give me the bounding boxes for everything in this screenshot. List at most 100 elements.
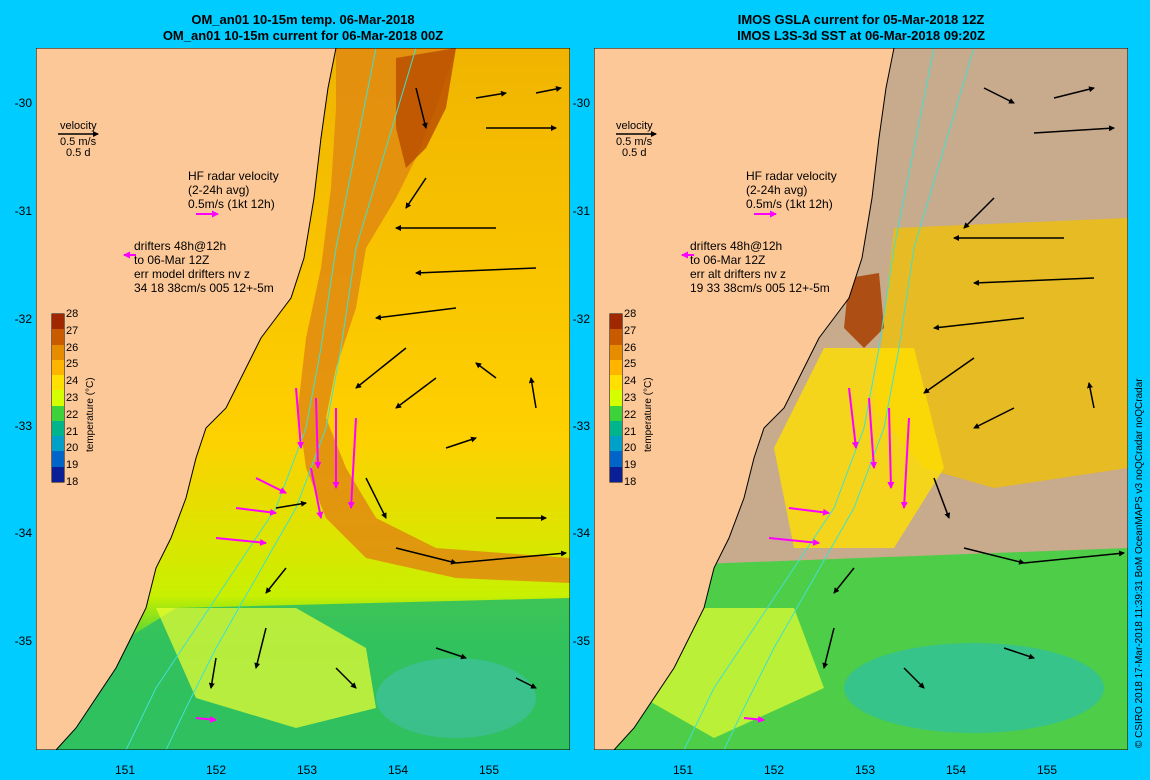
colorbar-swatch	[52, 329, 64, 346]
left-velocity-label: velocity	[60, 120, 97, 132]
colorbar-swatch	[610, 359, 622, 376]
right-hf-scale: 0.5m/s (1kt 12h)	[746, 197, 833, 211]
right-velocity-scale: 0.5 m/s	[616, 136, 653, 148]
colorbar-swatch	[610, 344, 622, 361]
left-velocity-time: 0.5 d	[66, 147, 91, 159]
warm-current-band	[298, 48, 570, 583]
colorbar-tick-label: 25	[624, 358, 637, 371]
lat-tick-label: -34	[14, 526, 32, 540]
sst-yellow-zone	[774, 348, 944, 548]
left-drifters-line4: 34 18 38cm/s 005 12+-5m	[134, 281, 274, 295]
colorbar-swatch	[52, 314, 64, 330]
lon-tick-label: 155	[478, 763, 500, 777]
left-drifters-line3: err model drifters nv z	[134, 267, 251, 281]
colorbar-tick-label: 21	[624, 425, 637, 438]
colorbar-tick-label: 22	[66, 408, 79, 421]
colorbar-tick-label: 23	[66, 392, 79, 404]
colorbar-tick-label: 20	[66, 442, 79, 455]
left-velocity-scale: 0.5 m/s	[60, 136, 97, 148]
sst-yellow-south	[644, 608, 824, 738]
lat-tick-label: -31	[572, 204, 590, 218]
left-drifters-line2: to 06-Mar 12Z	[134, 253, 210, 267]
colorbar-right-swatches	[610, 314, 622, 483]
lon-tick-label: 152	[205, 763, 227, 777]
lat-tick-label: -30	[14, 96, 32, 110]
lon-tick-label: 154	[945, 763, 967, 777]
colorbar-tick-label: 23	[624, 392, 637, 404]
right-hf-label: HF radar velocity	[746, 169, 837, 183]
hf-radar-arrows	[123, 251, 357, 723]
left-panel-title: OM_an01 10-15m temp. 06-Mar-2018 OM_an01…	[36, 12, 570, 44]
colorbar-tick-label: 24	[66, 375, 79, 388]
colorbar-tick-label: 28	[624, 308, 637, 320]
land-mass	[594, 48, 895, 750]
colorbar-swatch	[610, 390, 622, 407]
right-map-panel	[594, 48, 1128, 750]
colorbar-tick-label: 27	[66, 324, 79, 337]
colorbar-swatch	[610, 314, 622, 330]
colorbar-tick-label: 26	[66, 341, 79, 354]
right-drifters-line4: 19 33 38cm/s 005 12+-5m	[690, 281, 830, 295]
isobath-line	[125, 48, 377, 750]
left-hf-scale: 0.5m/s (1kt 12h)	[188, 197, 275, 211]
left-drifters-line1: drifters 48h@12h	[134, 239, 227, 253]
lat-tick-label: -31	[14, 204, 32, 218]
colorbar-swatch	[52, 390, 64, 407]
colorbar-tick-label: 22	[624, 408, 637, 421]
lat-tick-label: -35	[572, 634, 590, 648]
lat-tick-label: -35	[14, 634, 32, 648]
colorbar-swatch	[610, 329, 622, 346]
isobath-line	[723, 48, 975, 750]
credit-line: © CSIRO 2018 17-Mar-2018 11:39:31 BoM Oc…	[1133, 48, 1147, 748]
colorbar-swatch	[52, 359, 64, 376]
colorbar-tick-label: 18	[624, 476, 637, 488]
colorbar-tick-label: 19	[66, 459, 79, 472]
cool-eddy	[376, 658, 536, 738]
colorbar-tick-label: 28	[66, 308, 79, 320]
colorbar-tick-label: 26	[624, 341, 637, 354]
lat-tick-label: -32	[14, 312, 32, 326]
colorbar-swatch	[610, 436, 622, 452]
colorbar-left-label: temperature (°C)	[85, 377, 96, 452]
lon-tick-label: 153	[854, 763, 876, 777]
colorbar-swatch	[52, 466, 64, 483]
sst-hot-core	[844, 273, 884, 348]
colorbar-swatch	[52, 344, 64, 361]
colorbar-left-swatches	[52, 314, 64, 483]
lat-tick-label: -33	[572, 419, 590, 433]
lon-tick-label: 152	[763, 763, 785, 777]
left-hf-label: HF radar velocity	[188, 169, 279, 183]
colorbar-tick-label: 19	[624, 459, 637, 472]
colorbar-right-ticks: 28 27 26 25 24 23 22 21 20 19 18	[624, 308, 644, 488]
right-hf-avg: (2-24h avg)	[746, 183, 808, 197]
lon-tick-label: 153	[296, 763, 318, 777]
lat-tick-label: -34	[572, 526, 590, 540]
lon-tick-label: 154	[387, 763, 409, 777]
colorbar-swatch	[610, 420, 622, 437]
lat-tick-label: -30	[572, 96, 590, 110]
right-drifters-line1: drifters 48h@12h	[690, 239, 783, 253]
yellow-tongue	[156, 608, 376, 728]
colorbar-tick-label: 20	[624, 442, 637, 455]
colorbar-tick-label: 25	[66, 358, 79, 371]
model-velocity-arrows	[208, 86, 567, 689]
lat-tick-label: -33	[14, 419, 32, 433]
colorbar-tick-label: 27	[624, 324, 637, 337]
right-title-line1: IMOS GSLA current for 05-Mar-2018 12Z	[737, 12, 985, 27]
colorbar-swatch	[610, 451, 622, 468]
right-velocity-time: 0.5 d	[622, 147, 647, 159]
left-map-panel	[36, 48, 570, 750]
colorbar-tick-label: 21	[66, 425, 79, 438]
colorbar-swatch	[610, 466, 622, 483]
colorbar-swatch	[52, 436, 64, 452]
lon-tick-label: 151	[114, 763, 136, 777]
colorbar-swatch	[52, 420, 64, 437]
left-hf-avg: (2-24h avg)	[188, 183, 250, 197]
right-velocity-label: velocity	[616, 120, 653, 132]
lat-tick-label: -32	[572, 312, 590, 326]
colorbar-swatch	[610, 375, 622, 391]
colorbar-tick-label: 24	[624, 375, 637, 388]
right-title-line2: IMOS L3S-3d SST at 06-Mar-2018 09:20Z	[737, 28, 985, 43]
gsla-velocity-arrows	[822, 86, 1125, 689]
colorbar-left-ticks: 28 27 26 25 24 23 22 21 20 19 18	[66, 308, 86, 488]
